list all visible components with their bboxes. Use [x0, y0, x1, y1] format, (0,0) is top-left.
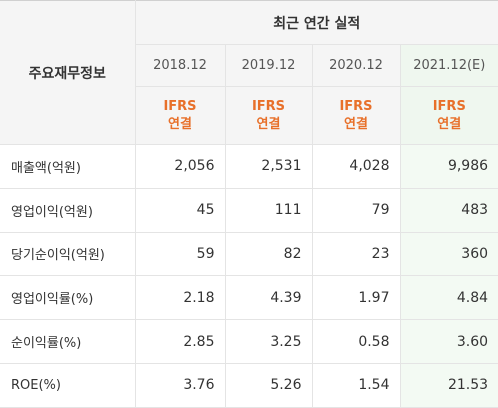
- table-cell: 2.85: [135, 320, 225, 364]
- consolidated-text: 연결: [226, 116, 312, 134]
- year-header-2018: 2018.12: [135, 45, 225, 87]
- table-cell: 4.39: [225, 276, 312, 320]
- table-row: 당기순이익(억원) 59 82 23 360: [0, 232, 498, 276]
- table-cell-estimate: 21.53: [400, 363, 498, 407]
- table-cell: 45: [135, 188, 225, 232]
- table-row: 순이익률(%) 2.85 3.25 0.58 3.60: [0, 320, 498, 364]
- ifrs-text: IFRS: [313, 98, 400, 116]
- table-cell: 2,056: [135, 145, 225, 189]
- table-cell: 4,028: [312, 145, 400, 189]
- table-cell: 3.76: [135, 363, 225, 407]
- consolidated-text: 연결: [313, 116, 400, 134]
- year-header-2020: 2020.12: [312, 45, 400, 87]
- table-cell: 79: [312, 188, 400, 232]
- table-cell-estimate: 360: [400, 232, 498, 276]
- corner-header: 주요재무정보: [0, 1, 135, 145]
- row-label-operating-profit: 영업이익(억원): [0, 188, 135, 232]
- table-row: ROE(%) 3.76 5.26 1.54 21.53: [0, 363, 498, 407]
- table-cell: 2,531: [225, 145, 312, 189]
- table-cell: 111: [225, 188, 312, 232]
- ifrs-text: IFRS: [401, 98, 498, 116]
- ifrs-text: IFRS: [226, 98, 312, 116]
- table-cell-estimate: 3.60: [400, 320, 498, 364]
- ifrs-text: IFRS: [136, 98, 225, 116]
- consolidated-text: 연결: [136, 116, 225, 134]
- period-header: 최근 연간 실적: [135, 1, 498, 45]
- table-cell: 23: [312, 232, 400, 276]
- row-label-roe: ROE(%): [0, 363, 135, 407]
- table-cell-estimate: 4.84: [400, 276, 498, 320]
- row-label-revenue: 매출액(억원): [0, 145, 135, 189]
- table-cell: 82: [225, 232, 312, 276]
- table-cell-estimate: 9,986: [400, 145, 498, 189]
- table-cell: 2.18: [135, 276, 225, 320]
- year-header-2021-estimate: 2021.12(E): [400, 45, 498, 87]
- row-label-net-income: 당기순이익(억원): [0, 232, 135, 276]
- year-header-2019: 2019.12: [225, 45, 312, 87]
- table-row: 매출액(억원) 2,056 2,531 4,028 9,986: [0, 145, 498, 189]
- table-row: 영업이익(억원) 45 111 79 483: [0, 188, 498, 232]
- table-cell: 1.97: [312, 276, 400, 320]
- table-cell: 1.54: [312, 363, 400, 407]
- table-cell-estimate: 483: [400, 188, 498, 232]
- row-label-net-margin: 순이익률(%): [0, 320, 135, 364]
- row-label-operating-margin: 영업이익률(%): [0, 276, 135, 320]
- table-cell: 0.58: [312, 320, 400, 364]
- table-cell: 59: [135, 232, 225, 276]
- table-cell: 5.26: [225, 363, 312, 407]
- table-cell: 3.25: [225, 320, 312, 364]
- consolidated-text: 연결: [401, 116, 498, 134]
- table-row: 영업이익률(%) 2.18 4.39 1.97 4.84: [0, 276, 498, 320]
